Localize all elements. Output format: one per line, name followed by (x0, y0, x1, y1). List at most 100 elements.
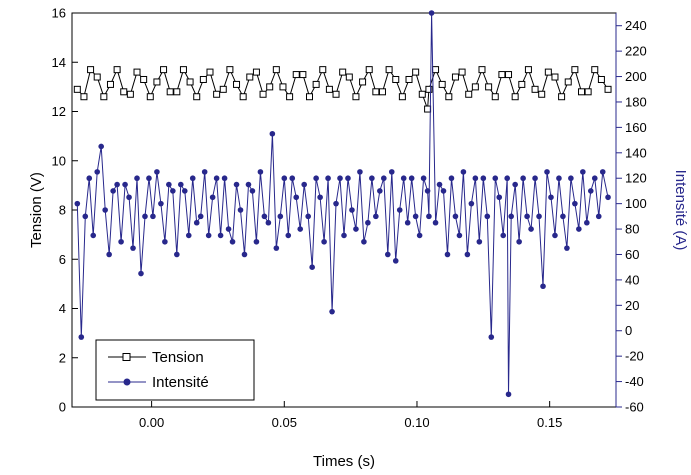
tension-point (485, 83, 493, 91)
intensite-point (329, 308, 335, 315)
tension-point (292, 71, 300, 79)
tension-point (140, 75, 148, 83)
tension-point (405, 75, 413, 83)
intensite-point (388, 169, 395, 175)
tension-point (206, 68, 214, 76)
intensite-point (444, 251, 451, 258)
intensite-point (572, 200, 578, 207)
right-y-tick-label: 120 (625, 171, 647, 186)
intensite-point (361, 238, 367, 245)
tension-point (558, 93, 566, 101)
left-y-axis-title: Tension (V) (28, 172, 45, 248)
intensite-point (540, 283, 546, 290)
intensite-point (512, 181, 518, 188)
tension-point (126, 90, 134, 98)
intensite-point (74, 200, 81, 207)
intensite-point (544, 169, 550, 175)
tension-point (120, 88, 128, 96)
left-y-tick-label: 4 (59, 301, 66, 316)
intensite-point (349, 207, 355, 213)
intensite-point (377, 188, 383, 194)
intensite-point (416, 232, 423, 239)
tension-point (531, 85, 539, 93)
intensite-point (400, 175, 407, 182)
legend-marker-tension (122, 353, 131, 361)
intensite-point (384, 251, 391, 258)
tension-point (352, 93, 360, 101)
intensite-point (309, 264, 315, 270)
tension-point (246, 73, 254, 81)
intensite-point (122, 181, 128, 188)
intensite-point (381, 175, 387, 182)
intensite-point (504, 175, 511, 182)
intensite-point (138, 270, 144, 277)
intensite-point (505, 391, 512, 398)
intensite-point (126, 194, 132, 201)
intensite-point (552, 232, 558, 239)
legend-label-intensite: Intensité (152, 374, 209, 391)
intensite-point (476, 238, 483, 245)
intensite-point (373, 213, 379, 220)
intensite-point (317, 194, 323, 201)
tension-point (438, 80, 446, 88)
tension-point (153, 78, 161, 86)
intensite-point (556, 175, 562, 182)
intensite-point (110, 188, 116, 194)
intensite-point (281, 175, 288, 182)
tension-point (578, 88, 586, 96)
intensite-point (269, 130, 276, 137)
intensite-point (536, 213, 542, 220)
x-tick-label: 0.15 (537, 415, 562, 430)
left-y-tick-label: 6 (59, 252, 66, 267)
tension-point (87, 66, 95, 74)
intensite-point (257, 169, 264, 175)
tension-point (100, 93, 108, 101)
intensite-point (353, 226, 359, 232)
intensite-point (94, 169, 101, 175)
tension-point (332, 90, 340, 98)
intensite-point (241, 251, 248, 258)
tension-point (385, 66, 393, 74)
intensite-point (532, 175, 538, 182)
intensite-point (584, 219, 590, 226)
tension-point (73, 85, 81, 93)
tension-point (398, 93, 406, 101)
intensite-point (440, 188, 447, 194)
intensite-point (297, 226, 304, 232)
right-y-axis-title: Intensité (A) (672, 170, 689, 251)
intensite-point (337, 175, 343, 182)
right-y-tick-label: 220 (625, 44, 647, 59)
tension-point (106, 80, 114, 88)
intensite-point (237, 207, 244, 213)
x-tick-label: 0.10 (404, 415, 429, 430)
left-y-tick-label: 10 (52, 153, 66, 168)
intensite-point (273, 245, 280, 251)
intensite-point (205, 232, 212, 239)
intensite-point (508, 213, 514, 220)
series-line-intensite (76, 12, 609, 395)
tension-point (173, 88, 181, 96)
tension-point (597, 75, 605, 83)
series-tension (73, 66, 612, 113)
tension-point (259, 90, 267, 98)
tension-point (445, 93, 453, 101)
intensite-point (516, 238, 522, 245)
tension-point (179, 66, 187, 74)
intensite-point (313, 175, 319, 182)
tension-point (226, 66, 234, 74)
intensite-point (528, 226, 534, 232)
intensite-point (587, 188, 594, 194)
right-y-tick-label: -20 (625, 349, 644, 364)
legend: Tension Intensité (95, 339, 255, 401)
right-y-tick-label: -40 (625, 374, 644, 389)
intensite-point (142, 213, 148, 220)
tension-point (551, 73, 559, 81)
right-y-tick-label: 80 (625, 222, 639, 237)
intensite-point (82, 213, 89, 220)
tension-point (160, 66, 168, 74)
tension-point (591, 66, 599, 74)
right-y-tick-label: -60 (625, 400, 644, 415)
tension-point (272, 66, 280, 74)
